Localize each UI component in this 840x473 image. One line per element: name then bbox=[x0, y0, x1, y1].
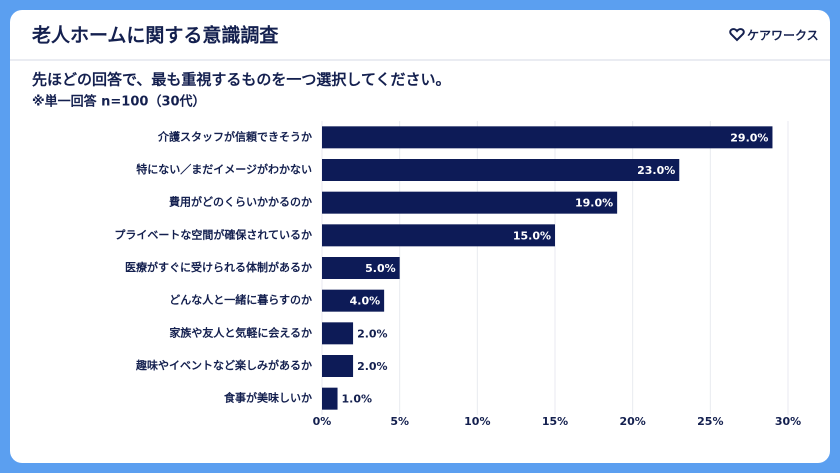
logo: ケアワークス bbox=[747, 29, 819, 43]
y-tick-label: 医療がすぐに受けられる体制があるか bbox=[125, 260, 312, 274]
y-tick-label: 費用がどのくらいかかるのか bbox=[168, 195, 312, 209]
bar bbox=[322, 191, 618, 214]
x-tick-label: 15% bbox=[542, 415, 568, 428]
y-tick-label: 介護スタッフが信頼できそうか bbox=[157, 129, 312, 143]
bar bbox=[322, 355, 354, 377]
bar bbox=[322, 322, 354, 345]
value-label: 29.0% bbox=[730, 131, 768, 144]
value-label: 2.0% bbox=[357, 327, 388, 340]
y-tick-label: 特にない／まだイメージがわかない bbox=[136, 162, 312, 176]
value-label: 23.0% bbox=[637, 164, 675, 177]
bar bbox=[322, 224, 555, 247]
y-tick-label: 食事が美味しいか bbox=[224, 391, 312, 405]
y-tick-label: プライベートな空間が確保されているか bbox=[114, 227, 312, 241]
bar bbox=[322, 289, 385, 312]
value-label: 5.0% bbox=[365, 262, 396, 275]
chart-title: 先ほどの回答で、最も重視するものを一つ選択してください。 bbox=[32, 71, 451, 89]
y-tick-label: 趣味やイベントなど楽しみがあるか bbox=[135, 358, 312, 372]
value-label: 2.0% bbox=[357, 360, 388, 373]
x-tick-label: 0% bbox=[313, 415, 332, 428]
chart-subtitle: ※単一回答 n=100（30代） bbox=[32, 94, 206, 110]
x-tick-label: 5% bbox=[390, 415, 409, 428]
bar bbox=[322, 159, 680, 181]
x-tick-label: 25% bbox=[697, 415, 723, 428]
value-label: 15.0% bbox=[513, 229, 551, 242]
x-tick-label: 30% bbox=[775, 415, 801, 428]
page-title: 老人ホームに関する意識調査 bbox=[32, 24, 279, 47]
bar bbox=[322, 126, 773, 149]
y-tick-label: 家族や友人と気軽に会えるか bbox=[169, 325, 312, 339]
value-label: 19.0% bbox=[575, 197, 613, 210]
value-label: 4.0% bbox=[350, 295, 381, 308]
logo-icon bbox=[729, 28, 745, 42]
value-label: 1.0% bbox=[342, 393, 373, 406]
bar bbox=[322, 257, 400, 279]
y-tick-label: どんな人と一緒に暮らすのか bbox=[169, 293, 312, 307]
bar bbox=[322, 387, 338, 410]
x-tick-label: 20% bbox=[619, 415, 645, 428]
x-tick-label: 10% bbox=[464, 415, 490, 428]
